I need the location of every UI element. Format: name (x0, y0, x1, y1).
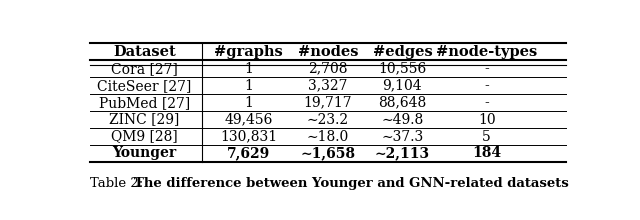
Text: #node-types: #node-types (436, 45, 538, 59)
Text: Younger: Younger (113, 147, 177, 160)
Text: 1: 1 (244, 62, 253, 76)
Text: 88,648: 88,648 (378, 96, 426, 110)
Text: -: - (484, 62, 489, 76)
Text: ∼37.3: ∼37.3 (381, 130, 424, 143)
Text: #nodes: #nodes (298, 45, 358, 59)
Text: -: - (484, 79, 489, 93)
Text: 19,717: 19,717 (304, 96, 352, 110)
Text: -: - (484, 96, 489, 110)
Text: 10: 10 (478, 113, 495, 126)
Text: 184: 184 (472, 147, 501, 160)
Text: 7,629: 7,629 (227, 147, 270, 160)
Text: ∼23.2: ∼23.2 (307, 113, 349, 126)
Text: 10,556: 10,556 (378, 62, 426, 76)
Text: #graphs: #graphs (214, 45, 283, 59)
Text: ∼18.0: ∼18.0 (307, 130, 349, 143)
Text: #edges: #edges (372, 45, 432, 59)
Text: 3,327: 3,327 (308, 79, 348, 93)
Text: Dataset: Dataset (113, 45, 176, 59)
Text: 2,708: 2,708 (308, 62, 348, 76)
Text: 1: 1 (244, 79, 253, 93)
Text: 49,456: 49,456 (225, 113, 273, 126)
Text: 9,104: 9,104 (383, 79, 422, 93)
Text: CiteSeer [27]: CiteSeer [27] (97, 79, 191, 93)
Text: 5: 5 (483, 130, 491, 143)
Text: 1: 1 (244, 96, 253, 110)
Text: ∼1,658: ∼1,658 (301, 147, 355, 160)
Text: PubMed [27]: PubMed [27] (99, 96, 190, 110)
Text: Cora [27]: Cora [27] (111, 62, 178, 76)
Text: ∼2,113: ∼2,113 (375, 147, 430, 160)
Text: ∼49.8: ∼49.8 (381, 113, 424, 126)
Text: 130,831: 130,831 (220, 130, 277, 143)
Text: ZINC [29]: ZINC [29] (109, 113, 180, 126)
Text: Table 2:: Table 2: (90, 178, 147, 191)
Text: The difference between Younger and GNN-related datasets: The difference between Younger and GNN-r… (134, 178, 568, 191)
Text: QM9 [28]: QM9 [28] (111, 130, 178, 143)
